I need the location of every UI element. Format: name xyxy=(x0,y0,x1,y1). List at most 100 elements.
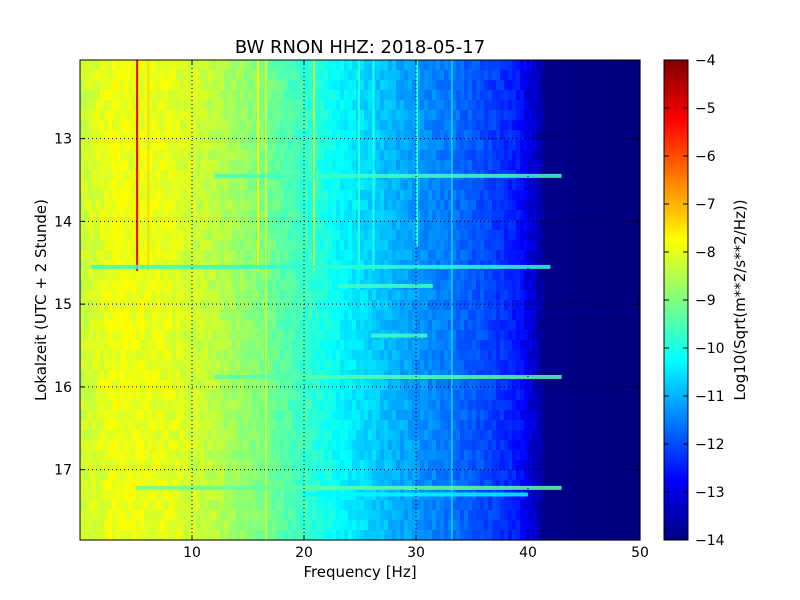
heatmap-cell xyxy=(292,420,297,431)
heatmap-cell xyxy=(144,290,149,301)
heatmap-cell xyxy=(284,400,289,411)
heatmap-cell xyxy=(304,140,309,151)
heatmap-cell xyxy=(100,190,105,201)
heatmap-cell xyxy=(428,230,433,241)
heatmap-cell xyxy=(96,150,101,161)
heatmap-cell xyxy=(480,510,485,521)
heatmap-cell xyxy=(400,450,405,461)
heatmap-cell xyxy=(156,270,161,281)
heatmap-cell xyxy=(340,250,345,261)
heatmap-cell xyxy=(300,130,305,141)
heatmap-cell xyxy=(328,110,333,121)
heatmap-cell xyxy=(360,450,365,461)
heatmap-cell xyxy=(304,520,309,531)
heatmap-cell xyxy=(188,420,193,431)
heatmap-cell xyxy=(192,100,197,111)
heatmap-cell xyxy=(268,510,273,521)
heatmap-cell xyxy=(364,510,369,521)
heatmap-cell xyxy=(212,200,217,211)
heatmap-cell xyxy=(248,180,253,191)
heatmap-cell xyxy=(320,440,325,451)
heatmap-cell xyxy=(104,470,109,481)
heatmap-cell xyxy=(296,450,301,461)
heatmap-cell xyxy=(324,130,329,141)
heatmap-cell xyxy=(92,170,97,181)
heatmap-cell xyxy=(176,60,181,71)
heatmap-cell xyxy=(192,370,197,381)
heatmap-cell xyxy=(364,300,369,311)
heatmap-cell xyxy=(408,530,413,541)
heatmap-cell xyxy=(236,230,241,241)
heatmap-cell xyxy=(412,70,417,81)
heatmap-cell xyxy=(396,430,401,441)
heatmap-cell xyxy=(280,80,285,91)
heatmap-cell xyxy=(492,390,497,401)
heatmap-cell xyxy=(176,320,181,331)
heatmap-cell xyxy=(208,490,213,501)
heatmap-cell xyxy=(488,480,493,491)
heatmap-cell xyxy=(424,530,429,541)
heatmap-cell xyxy=(404,450,409,461)
heatmap-cell xyxy=(268,340,273,351)
heatmap-cell xyxy=(452,270,457,281)
heatmap-cell xyxy=(136,470,141,481)
heatmap-cell xyxy=(248,290,253,301)
heatmap-cell xyxy=(312,430,317,441)
heatmap-cell xyxy=(452,210,457,221)
heatmap-cell xyxy=(232,330,237,341)
heatmap-cell xyxy=(128,190,133,201)
heatmap-cell xyxy=(452,510,457,521)
heatmap-cell xyxy=(492,220,497,231)
heatmap-cell xyxy=(456,120,461,131)
heatmap-cell xyxy=(424,400,429,411)
heatmap-cell xyxy=(116,360,121,371)
heatmap-cell xyxy=(256,420,261,431)
heatmap-cell xyxy=(216,120,221,131)
heatmap-cell xyxy=(344,180,349,191)
heatmap-cell xyxy=(196,100,201,111)
heatmap-cell xyxy=(488,130,493,141)
heatmap-cell xyxy=(328,390,333,401)
heatmap-cell xyxy=(116,110,121,121)
heatmap-cell xyxy=(152,400,157,411)
heatmap-cell xyxy=(172,320,177,331)
heatmap-cell xyxy=(172,200,177,211)
heatmap-cell xyxy=(172,160,177,171)
heatmap-cell xyxy=(208,360,213,371)
heatmap-cell xyxy=(316,240,321,251)
heatmap-cell xyxy=(196,70,201,81)
heatmap-cell xyxy=(208,500,213,511)
heatmap-cell xyxy=(320,220,325,231)
heatmap-cell xyxy=(468,130,473,141)
heatmap-cell xyxy=(448,80,453,91)
heatmap-cell xyxy=(156,190,161,201)
heatmap-cell xyxy=(256,300,261,311)
heatmap-cell xyxy=(116,480,121,491)
heatmap-cell xyxy=(136,210,141,221)
heatmap-cell xyxy=(404,110,409,121)
heatmap-cell xyxy=(424,460,429,471)
heatmap-cell xyxy=(308,60,313,71)
heatmap-cell xyxy=(408,210,413,221)
heatmap-cell xyxy=(132,180,137,191)
heatmap-cell xyxy=(128,140,133,151)
heatmap-cell xyxy=(356,410,361,421)
heatmap-cell xyxy=(428,430,433,441)
heatmap-cell xyxy=(280,380,285,391)
heatmap-cell xyxy=(304,330,309,341)
heatmap-cell xyxy=(408,200,413,211)
heatmap-cell xyxy=(292,220,297,231)
heatmap-cell xyxy=(404,130,409,141)
heatmap-cell xyxy=(352,80,357,91)
heatmap-cell xyxy=(244,530,249,541)
heatmap-cell xyxy=(136,100,141,111)
heatmap-cell xyxy=(300,530,305,541)
heatmap-cell xyxy=(276,410,281,421)
heatmap-cell xyxy=(292,510,297,521)
heatmap-cell xyxy=(268,190,273,201)
heatmap-cell xyxy=(192,90,197,101)
heatmap-cell xyxy=(392,180,397,191)
heatmap-cell xyxy=(216,70,221,81)
heatmap-cell xyxy=(292,460,297,471)
heatmap-cell xyxy=(268,210,273,221)
